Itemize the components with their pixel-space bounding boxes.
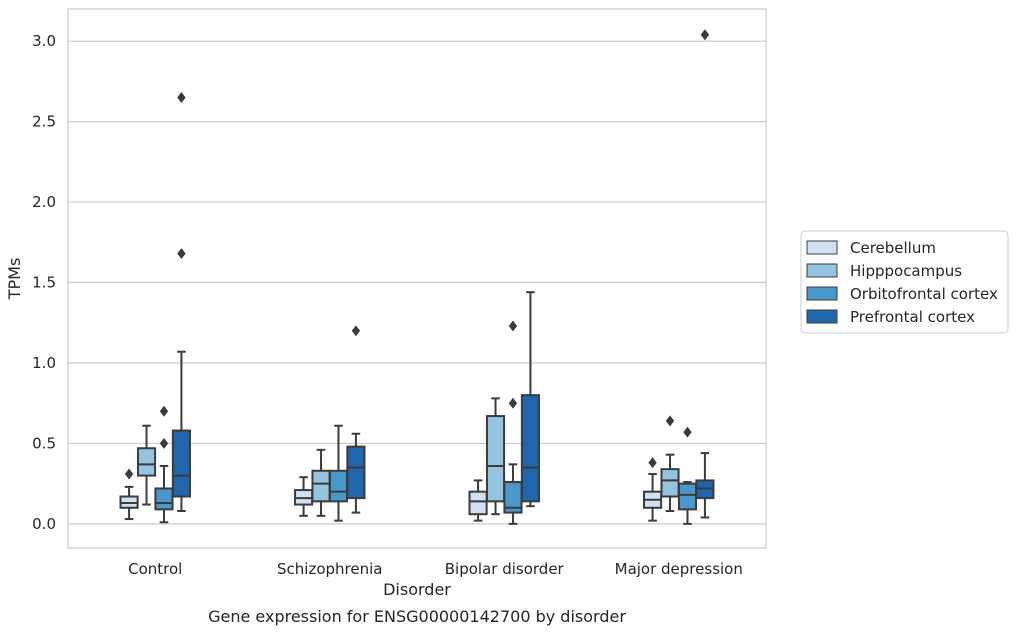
legend-swatch: [806, 309, 838, 324]
box-prefrontal-cortex: [695, 29, 715, 519]
box-iqr: [311, 469, 331, 503]
y-tick-label: 3.0: [32, 32, 56, 50]
outlier-point: [700, 29, 710, 41]
legend-item: Hipppocampus: [806, 262, 962, 280]
legend-swatch: [806, 286, 838, 301]
box-prefrontal-cortex: [171, 92, 191, 512]
x-axis-label: Disorder: [383, 580, 451, 599]
outlier-point: [683, 426, 692, 438]
plot-frame: [67, 8, 767, 549]
box-cerebellum: [468, 479, 488, 522]
x-tick-label: Bipolar disorder: [445, 560, 565, 578]
box-cerebellum: [119, 468, 139, 521]
box-iqr: [136, 447, 157, 477]
box-iqr: [468, 490, 488, 516]
outlier-point: [124, 468, 134, 480]
outlier-point: [508, 320, 518, 332]
box-orbitofrontal-cortex: [328, 424, 349, 522]
box-hipppocampus: [311, 448, 331, 517]
outlier-point: [159, 405, 169, 417]
y-axis: 0.0 0.5 1.0 1.5 2.0 2.5 3.0: [32, 32, 56, 533]
x-tick-label: Schizophrenia: [277, 560, 382, 578]
chart-caption: Gene expression for ENSG00000142700 by d…: [208, 607, 626, 626]
outlier-point: [177, 92, 186, 103]
box-cerebellum: [643, 457, 663, 522]
outlier-point: [351, 325, 361, 337]
box-iqr: [485, 415, 506, 503]
y-tick-label: 2.5: [32, 113, 56, 131]
outlier-point: [665, 415, 675, 427]
box-prefrontal-cortex: [346, 325, 366, 514]
box-iqr: [520, 394, 540, 503]
outlier-point: [648, 457, 657, 469]
outlier-point: [177, 248, 186, 260]
box-iqr: [660, 468, 680, 498]
box-iqr: [346, 445, 366, 500]
box-hipppocampus: [136, 424, 157, 506]
legend-item: Prefrontal cortex: [806, 308, 975, 326]
x-tick-label: Control: [128, 560, 182, 578]
box-iqr: [171, 429, 191, 498]
legend-label: Hipppocampus: [850, 262, 962, 280]
y-tick-label: 1.0: [32, 354, 56, 372]
plot-area: [119, 29, 715, 525]
legend-swatch: [806, 263, 838, 278]
box-prefrontal-cortex: [520, 291, 540, 508]
x-tick-label: Major depression: [615, 560, 743, 578]
y-tick-label: 2.0: [32, 193, 56, 211]
legend-item: Cerebellum: [806, 239, 936, 257]
y-tick-label: 0.5: [32, 434, 56, 452]
y-tick-label: 0.0: [32, 515, 56, 533]
box-orbitofrontal-cortex: [154, 405, 174, 524]
legend-swatch: [806, 240, 838, 255]
box-hipppocampus: [485, 397, 506, 516]
x-axis: Control Schizophrenia Bipolar disorder Majo…: [128, 560, 743, 578]
legend: Cerebellum Hipppocampus Orbitofrontal cort…: [800, 230, 1009, 334]
outlier-point: [508, 397, 518, 409]
legend-label: Cerebellum: [850, 239, 936, 257]
box-iqr: [328, 469, 349, 503]
box-hipppocampus: [660, 415, 680, 512]
box-orbitofrontal-cortex: [677, 426, 698, 525]
box-iqr: [154, 487, 174, 511]
legend-label: Prefrontal cortex: [850, 308, 975, 326]
box-iqr: [677, 482, 698, 511]
outlier-point: [159, 437, 169, 449]
y-tick-label: 1.5: [32, 274, 56, 292]
box-orbitofrontal-cortex: [503, 320, 523, 525]
y-axis-label: TPMs: [5, 258, 24, 301]
box-cerebellum: [294, 476, 314, 517]
legend-label: Orbitofrontal cortex: [850, 285, 998, 303]
legend-item: Orbitofrontal cortex: [806, 285, 998, 303]
legend-frame: [800, 230, 1009, 334]
